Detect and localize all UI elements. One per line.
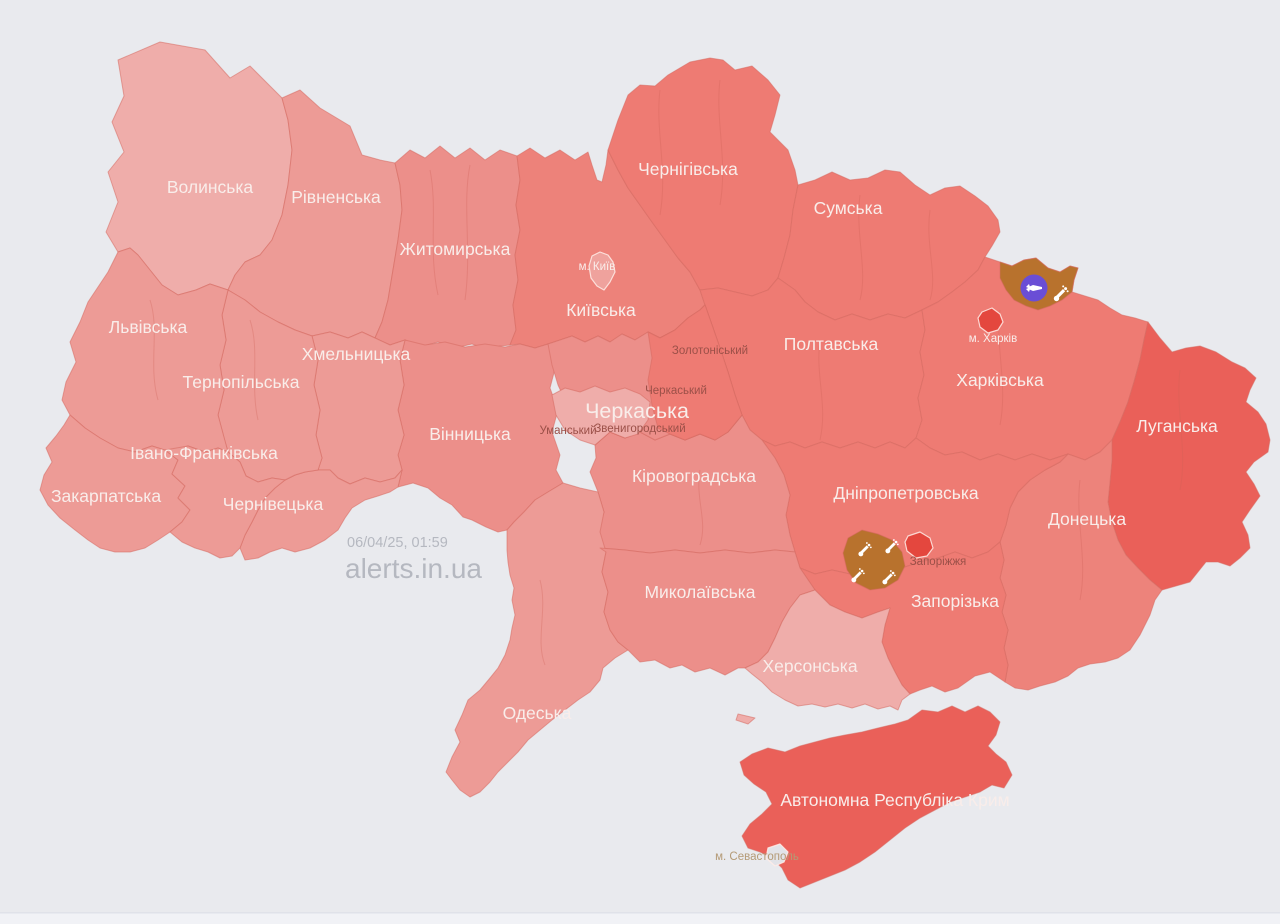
label-dnipropetrovsk: Дніпропетровська xyxy=(833,483,978,503)
raion-labels: Золотоніський Черкаський Звенигородський… xyxy=(539,345,966,568)
raion-cherkasy-light[interactable] xyxy=(551,385,651,446)
label-kharkiv: Харківська xyxy=(956,370,1044,390)
city-zaporizhzhia[interactable] xyxy=(904,531,934,559)
label-lviv: Львівська xyxy=(109,317,188,337)
label-khmelnytskyi: Хмельницька xyxy=(302,344,411,364)
label-luhansk: Луганська xyxy=(1136,416,1218,436)
artillery-icon xyxy=(885,539,899,554)
alert-markers xyxy=(851,274,1069,585)
oblast-labels: Волинська Рівненська Житомирська Львівсь… xyxy=(51,159,1218,810)
label-kirovohrad: Кіровоградська xyxy=(632,466,756,486)
raion-lines xyxy=(149,79,1184,666)
artillery-icon xyxy=(1053,285,1069,302)
label-poltava: Полтавська xyxy=(784,334,879,354)
label-kyiv-city: м. Київ xyxy=(579,261,616,273)
label-cherkaskyi: Черкаський xyxy=(645,385,707,397)
label-chernivtsi: Чернівецька xyxy=(223,494,324,514)
label-zaporizhzhia: Запорізька xyxy=(911,591,999,611)
city-sevastopol[interactable] xyxy=(765,843,789,867)
label-donetsk: Донецька xyxy=(1048,509,1126,529)
label-kherson: Херсонська xyxy=(762,656,857,676)
label-sumy: Сумська xyxy=(814,198,883,218)
artillery-icon xyxy=(858,542,872,557)
label-volyn: Волинська xyxy=(167,177,254,197)
label-kharkiv-city: м. Харків xyxy=(969,333,1017,345)
region-zakarpattia[interactable] xyxy=(39,414,191,553)
label-zakarpattia: Закарпатська xyxy=(51,486,161,506)
watermark-site: alerts.in.ua xyxy=(345,553,482,584)
region-kherson-spit xyxy=(735,713,756,725)
region-ivano-frankivsk[interactable] xyxy=(164,445,286,559)
label-zolotoniskyi: Золотоніський xyxy=(672,345,748,357)
city-kharkiv[interactable] xyxy=(977,307,1004,334)
label-odesa: Одеська xyxy=(503,703,572,723)
raion-cherkasy-east[interactable] xyxy=(647,304,743,441)
label-cherkasy: Черкаська xyxy=(585,399,689,423)
region-crimea[interactable] xyxy=(739,705,1013,889)
label-zvenyhorodskyi: Звенигородський xyxy=(594,423,685,435)
label-crimea: Автономна Республіка Крим xyxy=(780,790,1009,810)
label-kyiv-oblast: Київська xyxy=(566,300,636,320)
city-kyiv[interactable] xyxy=(588,251,616,291)
footer-strip xyxy=(0,913,1280,924)
watermark: 06/04/25, 01:59 alerts.in.ua xyxy=(345,535,482,584)
artillery-icon xyxy=(882,570,896,585)
label-vinnytsia: Вінницька xyxy=(429,424,511,444)
label-zhytomyr: Житомирська xyxy=(400,239,511,259)
label-rivne: Рівненська xyxy=(291,187,381,207)
artillery-icon xyxy=(851,568,865,583)
tan-labels: м. Севастополь xyxy=(715,851,799,863)
label-ternopil: Тернопільська xyxy=(183,372,300,392)
label-sevastopol: м. Севастополь xyxy=(715,851,799,863)
footer-divider xyxy=(0,912,1280,914)
label-mykolaiv: Миколаївська xyxy=(644,582,755,602)
city-layer xyxy=(588,251,1004,867)
label-ivano-frankivsk: Івано-Франківська xyxy=(130,443,278,463)
region-kherson[interactable] xyxy=(744,589,911,711)
label-chernihiv: Чернігівська xyxy=(638,159,738,179)
label-zaporizhzhia-city: Запоріжжя xyxy=(910,556,967,568)
watermark-timestamp: 06/04/25, 01:59 xyxy=(347,535,448,551)
drone-icon xyxy=(1026,284,1042,292)
label-umanskyi: Уманський xyxy=(539,425,596,437)
